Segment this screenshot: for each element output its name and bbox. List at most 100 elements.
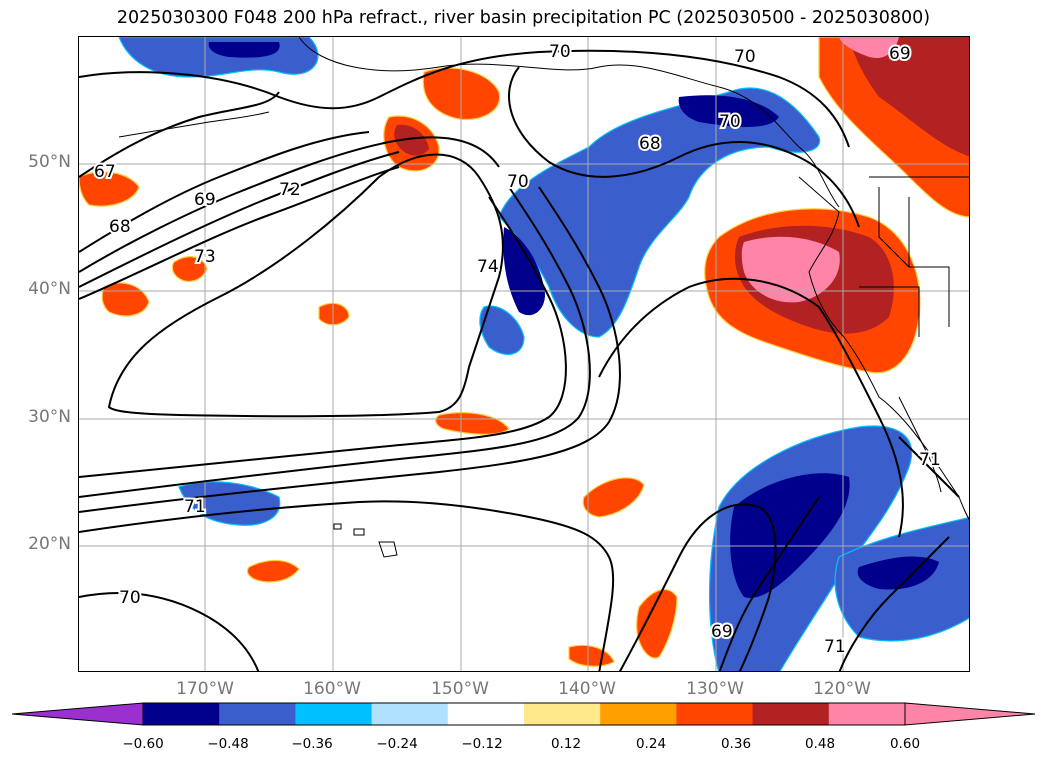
state-border-2	[908, 197, 950, 327]
map-title: 2025030300 F048 200 hPa refract., river …	[116, 8, 931, 28]
contour-74-loop	[107, 153, 504, 418]
colorbar-tick: −0.36	[291, 736, 333, 752]
lat-label-30: 30°N	[28, 407, 71, 427]
blue-patch-north-inner	[208, 42, 280, 58]
contour-70-north	[508, 66, 860, 228]
colorbar-tick: 0.48	[804, 736, 836, 752]
negative-anomaly-regions	[118, 37, 969, 671]
aleutians	[118, 111, 270, 138]
contour-label: 72	[279, 180, 301, 200]
colorbar-outline	[142, 702, 906, 726]
lat-label-50: 50°N	[28, 152, 71, 172]
hawaii-3	[378, 541, 398, 558]
gridlines	[79, 37, 969, 671]
red-patch-northeast-core	[849, 37, 969, 157]
colorbar-segment	[828, 703, 905, 725]
blue-patch-se-core	[730, 473, 850, 598]
colorbar-tick: 0.36	[720, 736, 752, 752]
contour-label: 69	[711, 622, 733, 642]
blue-patch-mid	[479, 305, 525, 355]
contour-68	[79, 131, 370, 253]
colorbar	[11, 702, 1036, 726]
lon-label-140w: 140°W	[558, 679, 616, 699]
red-patch-subtropic-2	[582, 477, 645, 518]
baja-california	[898, 396, 942, 493]
colorbar-tick: 0.24	[635, 736, 667, 752]
hawaii-2	[353, 528, 365, 536]
colorbar-tick: 0.12	[550, 736, 582, 752]
contour-label: 68	[109, 217, 131, 237]
coastlines	[118, 37, 969, 558]
contour-67	[79, 91, 280, 178]
hawaii-1	[333, 523, 342, 530]
colorbar-tick: −0.60	[122, 736, 164, 752]
colorbar-segment	[447, 703, 525, 725]
red-patch-subtropic-1	[435, 412, 510, 435]
contour-71	[79, 500, 615, 671]
colorbar-tick: −0.12	[461, 736, 503, 752]
colorbar-segment	[371, 703, 449, 725]
lon-label-120w: 120°W	[813, 679, 871, 699]
contour-east-loop	[598, 277, 904, 538]
contour-71-south	[838, 536, 950, 671]
contour-label: 67	[94, 162, 116, 182]
contour-72	[79, 151, 400, 288]
contour-label: 70	[734, 47, 756, 67]
colorbar-tick: 0.60	[889, 736, 921, 752]
red-patch-west-3	[171, 256, 208, 283]
contour-jet-2	[79, 186, 591, 498]
red-patch-west-edge	[79, 171, 140, 207]
map-panel[interactable]: 70 70 69 67 68 69 72 73 70 74 68 70 71 6…	[78, 36, 970, 672]
contour-70-east	[618, 503, 777, 671]
red-patch-south	[636, 589, 678, 659]
lon-label-150w: 150°W	[431, 679, 489, 699]
contour-71-east	[898, 436, 960, 498]
red-patch-subtropic-3	[246, 559, 300, 583]
contour-label: 71	[184, 497, 206, 517]
colorbar-extend-high	[904, 702, 1036, 726]
contour-label: 70	[119, 588, 141, 608]
pink-patch-california	[741, 236, 840, 303]
lat-label-40: 40°N	[28, 279, 71, 299]
pink-patch-northeast	[839, 37, 899, 58]
contour-label: 68	[639, 134, 661, 154]
refractivity-contours	[79, 49, 960, 671]
state-border-1	[878, 187, 910, 268]
contour-70-south	[79, 592, 260, 671]
colorbar-segment	[524, 703, 601, 725]
contour-label: 70	[719, 112, 741, 132]
colorbar-tick: −0.24	[376, 736, 418, 752]
colorbar-tick: −0.48	[207, 736, 249, 752]
contour-73	[79, 166, 400, 300]
contour-label: 70	[549, 42, 571, 62]
contour-69	[79, 136, 500, 273]
contour-label: 71	[919, 450, 941, 470]
positive-anomaly-regions	[79, 37, 969, 667]
lat-label-20: 20°N	[28, 534, 71, 554]
colorbar-segment	[219, 703, 296, 725]
contour-jet-1	[79, 196, 567, 478]
contour-label: 73	[194, 247, 216, 267]
contour-label: 70	[507, 172, 529, 192]
red-patch-center-west	[318, 302, 350, 326]
blue-patch-se-east-core	[857, 556, 939, 590]
lon-label-170w: 170°W	[176, 679, 234, 699]
lon-label-160w: 160°W	[303, 679, 361, 699]
colorbar-segment	[600, 703, 677, 725]
contour-label: 69	[889, 44, 911, 64]
contour-jet-3	[79, 186, 621, 513]
colorbar-segment	[752, 703, 830, 725]
red-patch-south-2	[568, 644, 615, 667]
state-border-3	[859, 286, 920, 337]
colorbar-segment	[676, 703, 754, 725]
contour-label: 71	[824, 637, 846, 657]
contour-70-outer	[79, 49, 850, 148]
contour-label: 74	[477, 257, 499, 277]
colorbar-segment	[143, 703, 220, 725]
colorbar-segments	[11, 702, 1036, 726]
contour-69-south	[718, 496, 820, 671]
blue-patch-gulf-alaska-core	[503, 227, 545, 316]
colorbar-extend-low	[11, 702, 144, 726]
contour-labels: 70 70 69 67 68 69 72 73 70 74 68 70 71 6…	[92, 40, 943, 659]
alaska-coast	[298, 37, 840, 208]
